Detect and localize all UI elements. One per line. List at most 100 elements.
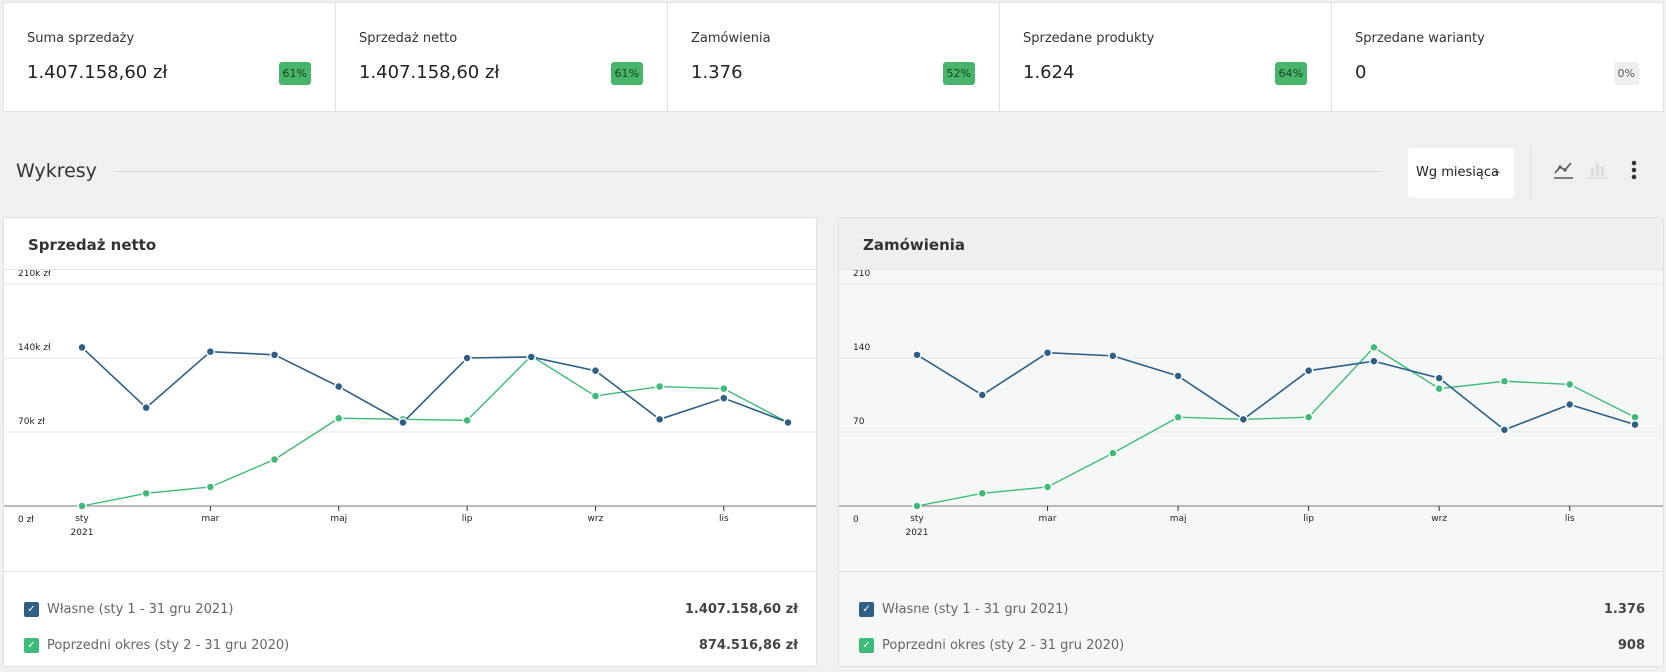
checkbox-checked-icon[interactable]: ✓ xyxy=(859,637,874,653)
bar-chart-icon xyxy=(1588,163,1607,179)
kpi-change-badge: 61% xyxy=(278,62,311,85)
x-tick-label: lip xyxy=(462,514,473,524)
series-line-previous xyxy=(81,354,789,507)
x-tick-label: wrz xyxy=(1431,514,1447,524)
x-tick-label: lip xyxy=(1303,514,1314,524)
data-point-current xyxy=(333,381,344,392)
checkbox-checked-icon[interactable]: ✓ xyxy=(24,601,39,617)
line-chart-toggle[interactable] xyxy=(1550,156,1578,184)
legend-item-current[interactable]: ✓ Własne (sty 1 - 31 gru 2021) 1.407.158,6… xyxy=(4,591,816,627)
legend-label: Własne (sty 1 - 31 gru 2021) xyxy=(47,601,234,617)
y-tick-label: 140 xyxy=(853,343,870,353)
section-divider xyxy=(114,171,1382,172)
x-tick-sublabel: 2021 xyxy=(71,528,94,538)
kpi-value: 1.407.158,60 zł xyxy=(27,62,168,83)
data-point-current xyxy=(977,390,988,400)
kpi-card: Sprzedaż netto 1.407.158,60 zł 61% xyxy=(336,3,668,111)
series-line-current xyxy=(916,351,1636,431)
data-point-previous xyxy=(462,415,472,426)
legend-item-previous[interactable]: ✓ Poprzedni okres (sty 2 - 31 gru 2020) 90… xyxy=(839,627,1663,663)
bar-chart-toggle[interactable] xyxy=(1584,156,1612,184)
chart-plot-area: 0 70 140 210 sty 2021 mar maj lip wrz lis xyxy=(839,270,1663,570)
legend-label: Poprzedni okres (sty 2 - 31 gru 2020) xyxy=(47,637,290,653)
x-tick-label: lis xyxy=(1565,514,1575,524)
legend-item-current[interactable]: ✓ Własne (sty 1 - 31 gru 2021) 1.376 xyxy=(839,591,1663,627)
kpi-card: Zamówienia 1.376 52% xyxy=(668,3,1000,111)
data-point-previous xyxy=(141,488,151,499)
data-point-previous xyxy=(654,381,665,392)
kpi-value: 1.407.158,60 zł xyxy=(359,62,500,83)
x-tick-label: maj xyxy=(1170,514,1187,524)
kpi-label: Sprzedaż netto xyxy=(359,31,458,46)
data-point-current xyxy=(141,402,151,413)
y-tick-label: 70k zł xyxy=(18,417,45,427)
kpi-card: Suma sprzedaży 1.407.158,60 zł 61% xyxy=(4,3,336,111)
data-point-current xyxy=(1434,373,1444,383)
x-tick-label: lis xyxy=(719,514,729,524)
line-chart-icon xyxy=(1554,162,1573,179)
legend-item-previous[interactable]: ✓ Poprzedni okres (sty 2 - 31 gru 2020) 87… xyxy=(4,627,816,663)
kpi-card: Sprzedane produkty 1.624 64% xyxy=(1000,3,1332,111)
kpi-label: Suma sprzedaży xyxy=(27,31,135,46)
chart-legend: ✓ Własne (sty 1 - 31 gru 2021) 1.376 ✓ Poprz… xyxy=(839,571,1663,663)
data-point-previous xyxy=(1434,383,1444,394)
data-point-previous xyxy=(1173,412,1183,422)
x-tick-label: wrz xyxy=(588,514,604,524)
period-select[interactable]: Wg miesiąca ⌄ xyxy=(1408,148,1514,198)
kpi-card: Sprzedane warianty 0 0% xyxy=(1332,3,1663,111)
data-point-current xyxy=(1499,425,1510,435)
charts-section-header: Wykresy Wg miesiąca ⌄ xyxy=(0,148,1666,198)
data-point-current xyxy=(1630,419,1640,430)
data-point-previous xyxy=(1564,379,1575,390)
data-point-current xyxy=(1173,371,1183,381)
series-line-current xyxy=(81,346,789,424)
y-tick-label: 0 zł xyxy=(18,515,34,525)
data-point-current xyxy=(1564,399,1575,410)
data-point-current xyxy=(590,365,601,376)
data-point-previous xyxy=(1108,448,1118,458)
series-line-previous xyxy=(916,346,1636,507)
line-chart: 0 zł 70k zł 140k zł 210k zł sty 2021 mar maj lip… xyxy=(4,270,816,538)
more-options-button[interactable] xyxy=(1620,156,1648,184)
kpi-change-badge: 0% xyxy=(1613,62,1639,85)
legend-label: Własne (sty 1 - 31 gru 2021) xyxy=(882,601,1069,617)
kpi-change-badge: 61% xyxy=(610,62,643,85)
data-point-previous xyxy=(205,482,216,492)
data-point-current xyxy=(783,417,793,428)
data-point-current xyxy=(1303,365,1314,376)
y-tick-label: 210k zł xyxy=(18,270,51,279)
chart-title: Zamówienia xyxy=(839,218,1663,270)
x-tick-label: maj xyxy=(330,514,347,524)
data-point-current xyxy=(462,353,472,363)
legend-total: 874.516,86 zł xyxy=(698,637,798,653)
y-tick-label: 0 xyxy=(853,515,859,525)
data-point-previous xyxy=(1369,342,1379,353)
x-tick-label: sty xyxy=(75,514,89,524)
x-tick-label: mar xyxy=(1039,514,1057,524)
data-point-current xyxy=(912,350,922,360)
data-point-current xyxy=(526,352,537,362)
checkbox-checked-icon[interactable]: ✓ xyxy=(859,601,874,617)
kpi-value: 1.624 xyxy=(1023,62,1075,83)
checkbox-checked-icon[interactable]: ✓ xyxy=(24,637,39,653)
data-point-current xyxy=(719,393,729,403)
data-point-previous xyxy=(1303,412,1314,422)
x-tick-sublabel: 2021 xyxy=(906,528,929,538)
kpi-label: Zamówienia xyxy=(691,31,771,46)
kpi-label: Sprzedane warianty xyxy=(1355,31,1485,46)
data-point-current xyxy=(1042,347,1053,358)
period-select-value: Wg miesiąca xyxy=(1416,165,1499,180)
data-point-current xyxy=(1369,356,1379,366)
chart-title: Sprzedaż netto xyxy=(4,218,816,270)
data-point-current xyxy=(205,346,216,357)
legend-total: 1.407.158,60 zł xyxy=(684,601,798,617)
y-tick-label: 210 xyxy=(853,270,870,279)
chart-legend: ✓ Własne (sty 1 - 31 gru 2021) 1.407.158,6… xyxy=(4,571,816,663)
data-point-current xyxy=(1108,351,1118,361)
y-tick-label: 140k zł xyxy=(18,343,51,353)
toolbar-divider xyxy=(1530,148,1531,198)
data-point-previous xyxy=(269,454,280,465)
data-point-current xyxy=(398,417,408,428)
x-tick-label: mar xyxy=(201,514,219,524)
x-tick-label: sty xyxy=(910,514,924,524)
